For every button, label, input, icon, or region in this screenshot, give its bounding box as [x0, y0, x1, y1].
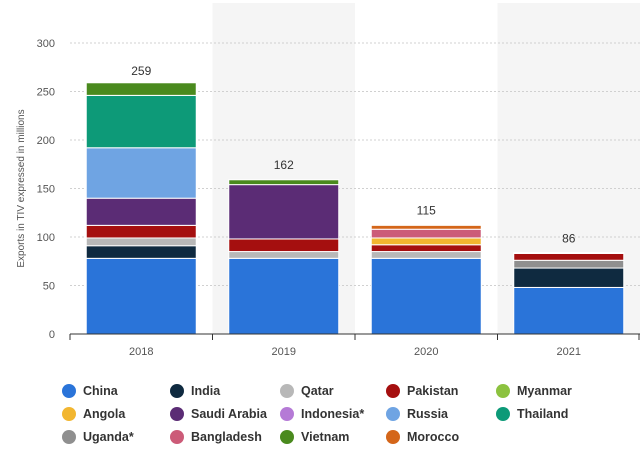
bar-segment-2018-vietnam — [85, 82, 197, 96]
legend-item-india[interactable]: India — [170, 382, 280, 400]
bar-segment-2019-pakistan — [228, 238, 340, 253]
legend-label: Pakistan — [407, 384, 459, 398]
x-tick-label: 2021 — [557, 346, 581, 358]
legend-item-pakistan[interactable]: Pakistan — [386, 382, 496, 400]
bar-segment-2018-qatar — [85, 237, 197, 247]
bar-segment-2018-thailand — [85, 94, 197, 149]
legend-label: Uganda* — [83, 430, 134, 444]
legend-item-qatar[interactable]: Qatar — [280, 382, 386, 400]
bar-segment-2018-russia — [85, 147, 197, 199]
legend-item-angola[interactable]: Angola — [62, 405, 170, 423]
legend-item-russia[interactable]: Russia — [386, 405, 496, 423]
legend-label: Saudi Arabia — [191, 407, 267, 421]
legend-swatch — [386, 384, 400, 398]
legend-swatch — [496, 384, 510, 398]
legend-item-china[interactable]: China — [62, 382, 170, 400]
total-label-2020: 115 — [417, 203, 436, 217]
legend-swatch — [62, 407, 76, 421]
x-tick-label: 2018 — [129, 346, 153, 358]
bar-segment-2020-qatar — [370, 251, 482, 259]
bars — [85, 82, 625, 335]
legend-item-uganda[interactable]: Uganda* — [62, 428, 170, 446]
y-tick-label: 100 — [37, 232, 55, 244]
y-tick-label: 250 — [37, 87, 55, 99]
legend-label: Russia — [407, 407, 448, 421]
bar-segment-2018-pakistan — [85, 224, 197, 239]
bar-segment-2021-myanmar — [513, 252, 625, 254]
y-tick-label: 200 — [37, 135, 55, 147]
legend-item-thailand[interactable]: Thailand — [496, 405, 606, 423]
legend-label: China — [83, 384, 118, 398]
bar-total-labels: 259 162 115 86 — [131, 64, 576, 246]
bar-segment-2021-india — [513, 267, 625, 288]
legend-label: Myanmar — [517, 384, 572, 398]
bar-segment-2020-morocco — [370, 224, 482, 230]
bar-segment-2021-uganda — [513, 259, 625, 269]
legend: China India Qatar Pakistan Myanmar Angola Saud… — [62, 382, 622, 446]
x-tick-label: 2019 — [272, 346, 296, 358]
legend-swatch — [62, 430, 76, 444]
legend-label: Thailand — [517, 407, 569, 421]
gridlines — [70, 42, 640, 286]
legend-label: Vietnam — [301, 430, 350, 444]
legend-swatch — [280, 407, 294, 421]
legend-swatch — [170, 384, 184, 398]
total-label-2019: 162 — [274, 158, 294, 172]
legend-item-bangladesh[interactable]: Bangladesh — [170, 428, 280, 446]
legend-swatch — [386, 407, 400, 421]
legend-swatch — [280, 430, 294, 444]
legend-item-indonesia[interactable]: Indonesia* — [280, 405, 386, 423]
y-tick-label: 50 — [43, 281, 55, 293]
x-axis-ticks: 2018 2019 2020 2021 — [69, 334, 640, 358]
bar-segment-2019-china — [228, 257, 340, 335]
legend-label: Indonesia* — [301, 407, 365, 421]
bar-segment-2018-china — [85, 257, 197, 335]
y-axis-ticks: 0 50 100 150 200 250 300 — [37, 38, 55, 341]
bar-segment-2020-bangladesh — [370, 228, 482, 239]
bar-segment-2021-china — [513, 286, 625, 335]
legend-swatch — [496, 407, 510, 421]
legend-swatch — [62, 384, 76, 398]
bar-segment-2020-pakistan — [370, 244, 482, 253]
legend-swatch — [170, 430, 184, 444]
legend-swatch — [170, 407, 184, 421]
legend-label: Angola — [83, 407, 126, 421]
total-label-2018: 259 — [131, 64, 151, 78]
legend-swatch — [386, 430, 400, 444]
legend-item-saudiarabia[interactable]: Saudi Arabia — [170, 405, 280, 423]
legend-item-vietnam[interactable]: Vietnam — [280, 428, 386, 446]
bar-segment-2020-china — [370, 257, 482, 335]
legend-label: Morocco — [407, 430, 460, 444]
bar-segment-2018-saudiarabia — [85, 197, 197, 226]
y-axis-title: Exports in TIV expressed in millions — [16, 109, 27, 267]
legend-item-morocco[interactable]: Morocco — [386, 428, 496, 446]
legend-item-myanmar[interactable]: Myanmar — [496, 382, 606, 400]
legend-label: Bangladesh — [191, 430, 262, 444]
bar-segment-2019-saudiarabia — [228, 184, 340, 240]
x-tick-label: 2020 — [414, 346, 438, 358]
y-tick-label: 0 — [49, 329, 55, 341]
bar-segment-2021-pakistan — [513, 252, 625, 261]
total-label-2021: 86 — [562, 232, 576, 246]
bar-segment-2019-vietnam — [228, 179, 340, 186]
bar-segment-2019-qatar — [228, 251, 340, 259]
legend-swatch — [280, 384, 294, 398]
y-tick-label: 150 — [37, 184, 55, 196]
legend-label: Qatar — [301, 384, 334, 398]
bar-segment-2020-angola — [370, 237, 482, 246]
legend-label: India — [191, 384, 221, 398]
y-tick-label: 300 — [37, 38, 55, 50]
bar-segment-2018-india — [85, 245, 197, 259]
